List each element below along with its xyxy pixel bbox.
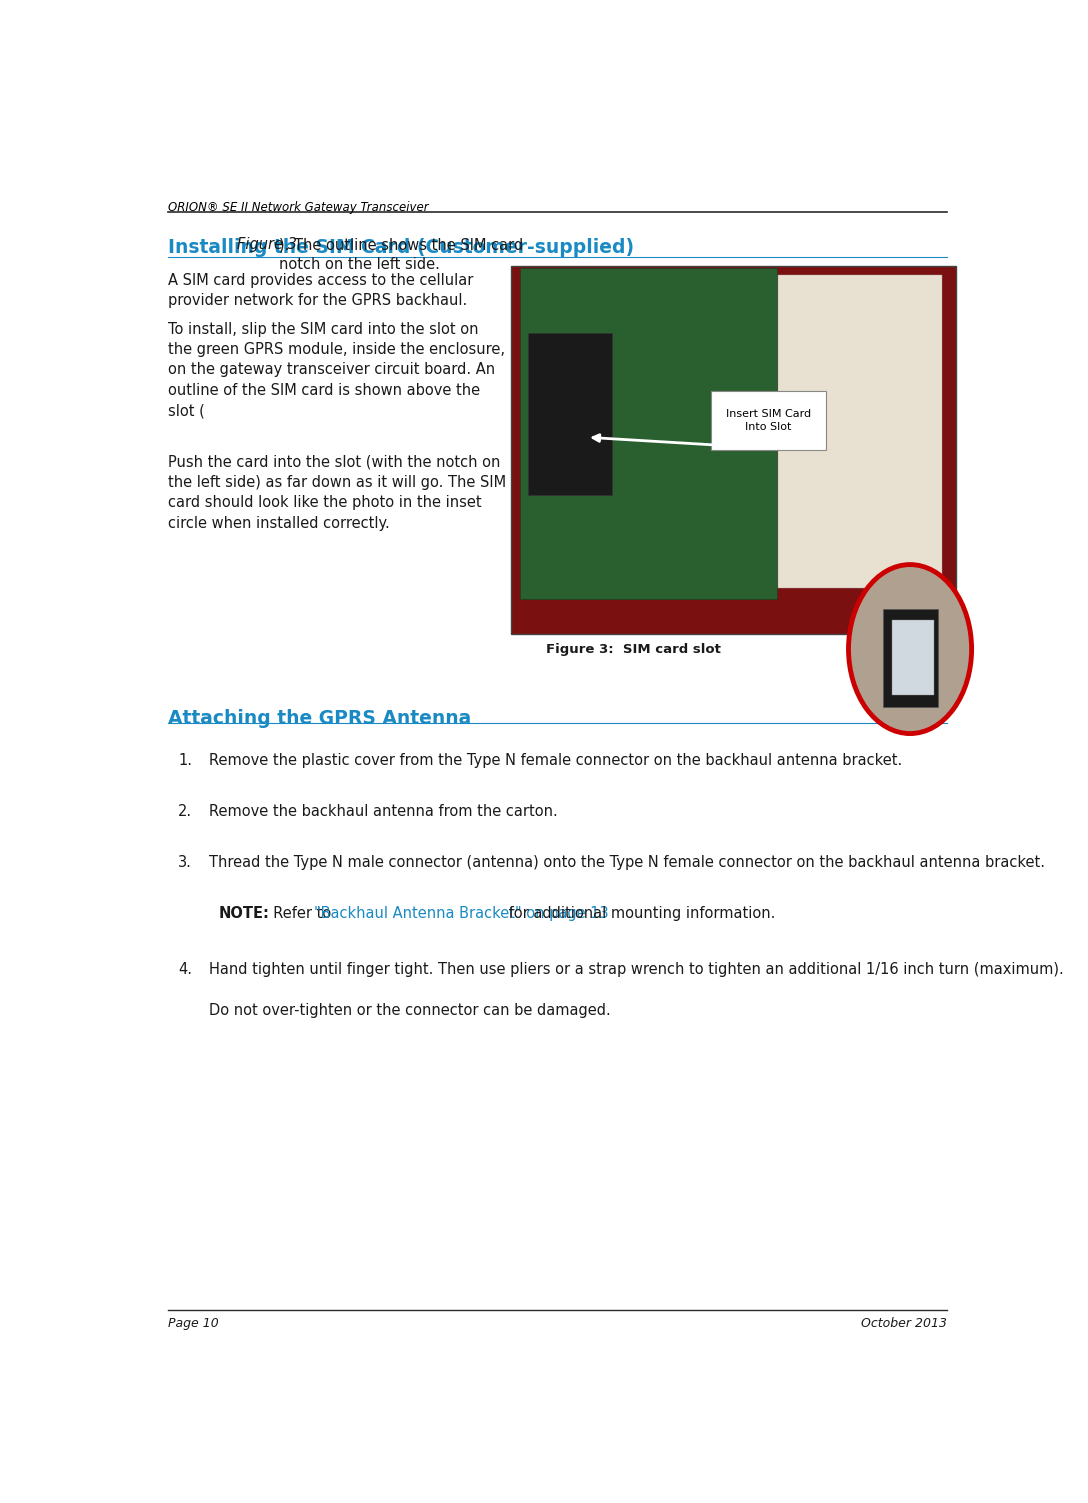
Text: Hand tighten until finger tight. Then use pliers or a strap wrench to tighten an: Hand tighten until finger tight. Then us… [209, 962, 1063, 977]
Text: Figure 3: Figure 3 [237, 237, 297, 253]
Text: 1.: 1. [178, 753, 193, 768]
FancyBboxPatch shape [712, 391, 826, 449]
Text: Remove the backhaul antenna from the carton.: Remove the backhaul antenna from the car… [209, 804, 557, 819]
Text: Remove the plastic cover from the Type N female connector on the backhaul antenn: Remove the plastic cover from the Type N… [209, 753, 902, 768]
Text: 4.: 4. [178, 962, 193, 977]
Text: ). The outline shows the SIM card
notch on the left side.: ). The outline shows the SIM card notch … [279, 237, 522, 272]
FancyBboxPatch shape [891, 621, 934, 696]
Text: A SIM card provides access to the cellular
provider network for the GPRS backhau: A SIM card provides access to the cellul… [168, 274, 473, 308]
Text: Installing the SIM Card (Customer-supplied): Installing the SIM Card (Customer-suppli… [168, 237, 634, 257]
Circle shape [849, 565, 972, 733]
Text: for additional mounting information.: for additional mounting information. [504, 906, 775, 921]
Text: NOTE:: NOTE: [219, 906, 270, 921]
Text: Insert SIM Card
Into Slot: Insert SIM Card Into Slot [726, 409, 811, 431]
FancyBboxPatch shape [511, 266, 955, 634]
Text: October 2013: October 2013 [862, 1317, 948, 1330]
Text: ORION® SE II Network Gateway Transceiver: ORION® SE II Network Gateway Transceiver [168, 201, 429, 215]
Text: Figure 3:  SIM card slot: Figure 3: SIM card slot [546, 643, 721, 657]
Text: Push the card into the slot (with the notch on
the left side) as far down as it : Push the card into the slot (with the no… [168, 454, 506, 531]
Text: Do not over-tighten or the connector can be damaged.: Do not over-tighten or the connector can… [209, 1003, 610, 1018]
Text: "Backhaul Antenna Bracket" on page 13: "Backhaul Antenna Bracket" on page 13 [314, 906, 608, 921]
Text: 2.: 2. [178, 804, 193, 819]
Text: To install, slip the SIM card into the slot on
the green GPRS module, inside the: To install, slip the SIM card into the s… [168, 322, 505, 418]
FancyBboxPatch shape [778, 275, 942, 588]
Text: Attaching the GPRS Antenna: Attaching the GPRS Antenna [168, 709, 471, 729]
Text: Page 10: Page 10 [168, 1317, 219, 1330]
Text: Refer to: Refer to [264, 906, 336, 921]
Text: 3.: 3. [178, 855, 193, 870]
FancyBboxPatch shape [883, 609, 938, 706]
FancyBboxPatch shape [520, 268, 778, 600]
Text: Thread the Type N male connector (antenna) onto the Type N female connector on t: Thread the Type N male connector (antenn… [209, 855, 1044, 870]
FancyBboxPatch shape [528, 334, 613, 494]
